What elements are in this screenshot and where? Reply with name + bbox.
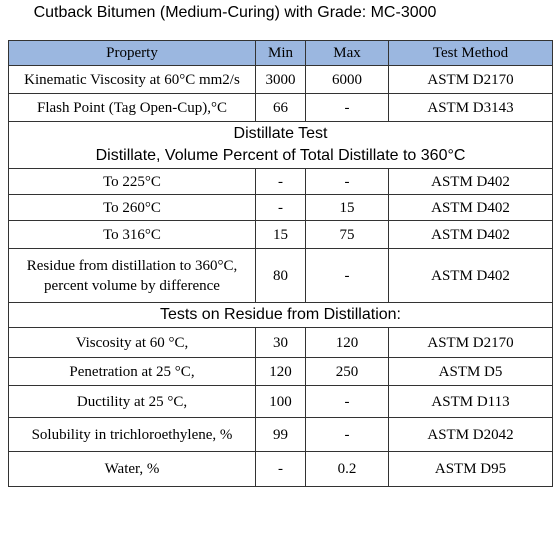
data-row: Penetration at 25 °C, 120 250 ASTM D5 [8, 357, 553, 386]
cell: - [305, 417, 389, 452]
header-row: Property Min Max Test Method [8, 40, 553, 66]
cell: 30 [255, 327, 306, 358]
cell: - [305, 93, 389, 122]
cell: Solubility in trichloroethylene, % [8, 417, 256, 452]
header-cell: Min [255, 40, 306, 66]
cell: Water, % [8, 451, 256, 487]
section-line: Tests on Residue from Distillation: [160, 306, 401, 323]
header-cell: Max [305, 40, 389, 66]
cell: - [305, 168, 389, 195]
cell: ASTM D95 [388, 451, 553, 487]
cell: ASTM D2170 [388, 65, 553, 94]
cell: Viscosity at 60 °C, [8, 327, 256, 358]
data-row: Viscosity at 60 °C, 30 120 ASTM D2170 [8, 327, 553, 358]
data-row: Flash Point (Tag Open-Cup),°C 66- ASTM D31… [8, 93, 553, 122]
cell: Penetration at 25 °C, [8, 357, 256, 386]
cell: ASTM D402 [388, 220, 553, 249]
data-row: To 316°C 15 75 ASTM D402 [8, 220, 553, 249]
cell: ASTM D2170 [388, 327, 553, 358]
cell: 80 [255, 248, 306, 303]
cell: To 316°C [8, 220, 256, 249]
cell: - [305, 385, 389, 418]
data-row: Ductility at 25 °C, 100- ASTM D113 [8, 385, 553, 418]
section-line: Distillate Test [233, 125, 328, 142]
section-row: Distillate Test Distillate, Volume Percen… [8, 121, 553, 169]
cell: 120 [255, 357, 306, 386]
cell: 250 [305, 357, 389, 386]
cell: 100 [255, 385, 306, 418]
cell: 120 [305, 327, 389, 358]
cell: 75 [305, 220, 389, 249]
title: Cutback Bitumen (Medium-Curing) with Gra… [33, 4, 437, 21]
cell: ASTM D402 [388, 168, 553, 195]
cell: ASTM D2042 [388, 417, 553, 452]
cell: Flash Point (Tag Open-Cup),°C [8, 93, 256, 122]
section-line: Distillate, Volume Percent of Total Dist… [95, 147, 466, 164]
cell: - [305, 248, 389, 303]
section-row: Tests on Residue from Distillation: [8, 302, 553, 328]
cell: 66 [255, 93, 306, 122]
cell: ASTM D402 [388, 194, 553, 221]
cell: ASTM D3143 [388, 93, 553, 122]
header-cell: Test Method [388, 40, 553, 66]
cell: - [255, 194, 306, 221]
cell: 0.2 [305, 451, 389, 487]
cell: ASTM D402 [388, 248, 553, 303]
data-row: Water, % -0.2 ASTM D95 [8, 451, 553, 487]
cell: 15 [255, 220, 306, 249]
cell: Kinematic Viscosity at 60°C mm2/s [8, 65, 256, 94]
cell: 99 [255, 417, 306, 452]
cell: To 260°C [8, 194, 256, 221]
header-cell: Property [8, 40, 256, 66]
cell: ASTM D113 [388, 385, 553, 418]
cell: To 225°C [8, 168, 256, 195]
cell: Residue from distillation to 360°C, perc… [8, 248, 256, 303]
cell: 6000 [305, 65, 389, 94]
cell: - [255, 168, 306, 195]
cell: 3000 [255, 65, 306, 94]
section-cell: Tests on Residue from Distillation: [8, 302, 553, 328]
section-cell: Distillate Test Distillate, Volume Percen… [8, 121, 553, 169]
data-row: Kinematic Viscosity at 60°C mm2/s 3000 600… [8, 65, 553, 94]
data-row: To 260°C -15 ASTM D402 [8, 194, 553, 221]
cell: - [255, 451, 306, 487]
data-row: Solubility in trichloroethylene, % 99- AST… [8, 417, 553, 452]
property-table: Property Min Max Test Method Kinematic Visc… [8, 40, 553, 487]
cell: Ductility at 25 °C, [8, 385, 256, 418]
data-row: Residue from distillation to 360°C, perc… [8, 248, 553, 303]
cell: ASTM D5 [388, 357, 553, 386]
cell: 15 [305, 194, 389, 221]
data-row: To 225°C - - ASTM D402 [8, 168, 553, 195]
